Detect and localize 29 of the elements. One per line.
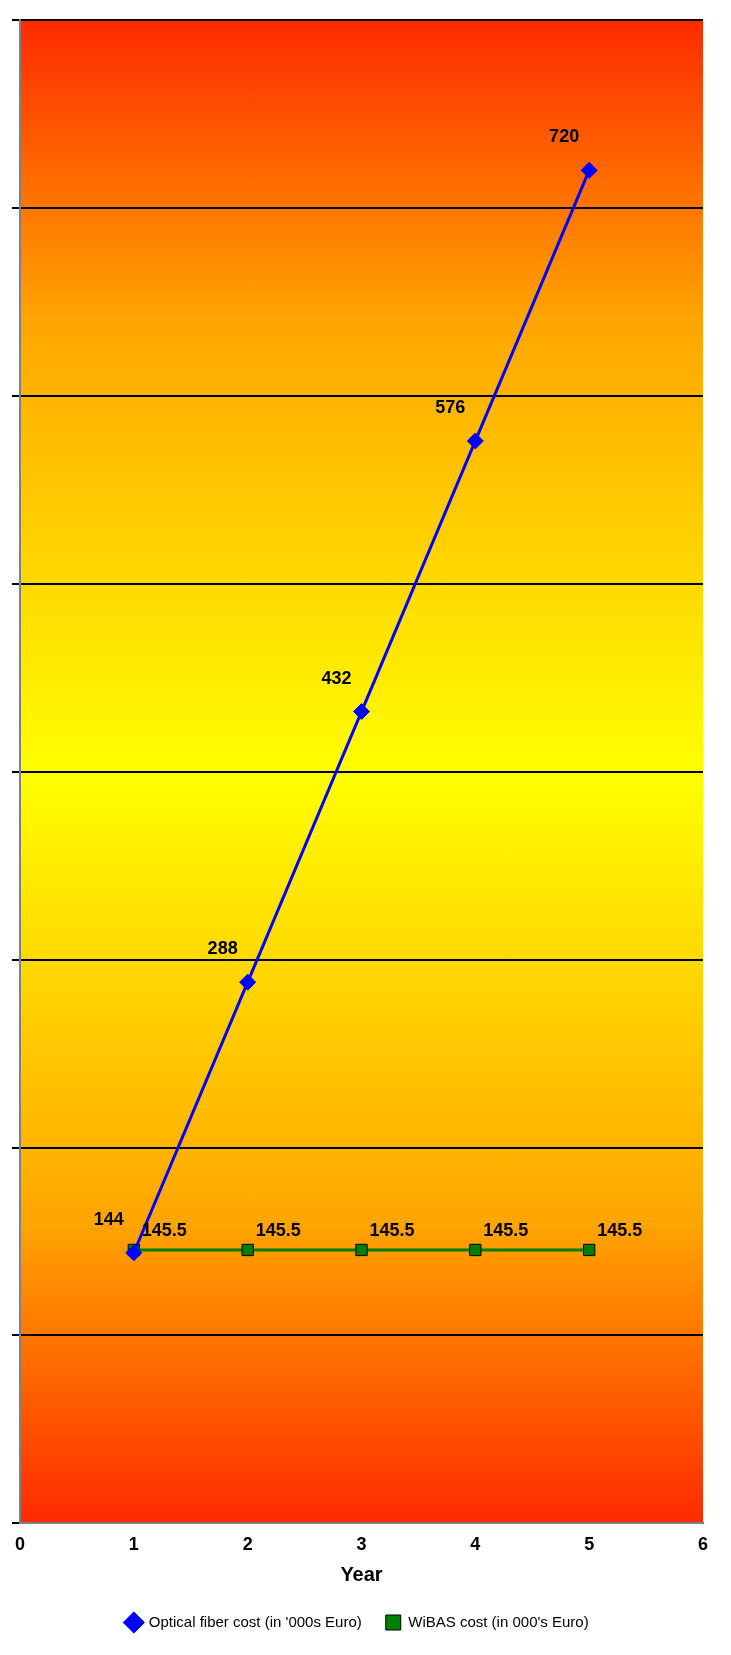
data-label: 720 [549,126,580,147]
point [580,161,598,179]
data-label: 288 [207,938,238,959]
x-tick-label: 6 [697,1534,709,1555]
point [125,1244,143,1262]
point [353,703,370,721]
data-label: 145.5 [597,1219,643,1240]
data-label: 144 [93,1208,124,1229]
data-label: 145.5 [369,1219,415,1240]
data-label: 145.5 [483,1219,529,1240]
point [466,432,484,450]
x-tick-label: 0 [14,1534,26,1555]
x-tick-label: 3 [356,1534,367,1555]
x-tick-label: 2 [242,1534,253,1555]
x-tick-label: 1 [128,1534,139,1555]
x-axis-title: Year [340,1562,383,1585]
point [355,1243,368,1257]
data-label: 145.5 [255,1219,301,1240]
x-tick-label: 5 [584,1534,595,1555]
legend-label: Optical fiber cost (in '000s Euro) [148,1612,362,1630]
point [583,1243,596,1257]
point [241,1243,254,1257]
data-label: 145.5 [141,1219,187,1240]
point [239,973,257,991]
x-tick-label: 4 [470,1534,481,1555]
data-label: 432 [321,667,352,688]
data-label: 576 [435,396,466,417]
point [469,1243,482,1257]
legend-label: WiBAS cost (in 000's Euro) [408,1612,589,1630]
